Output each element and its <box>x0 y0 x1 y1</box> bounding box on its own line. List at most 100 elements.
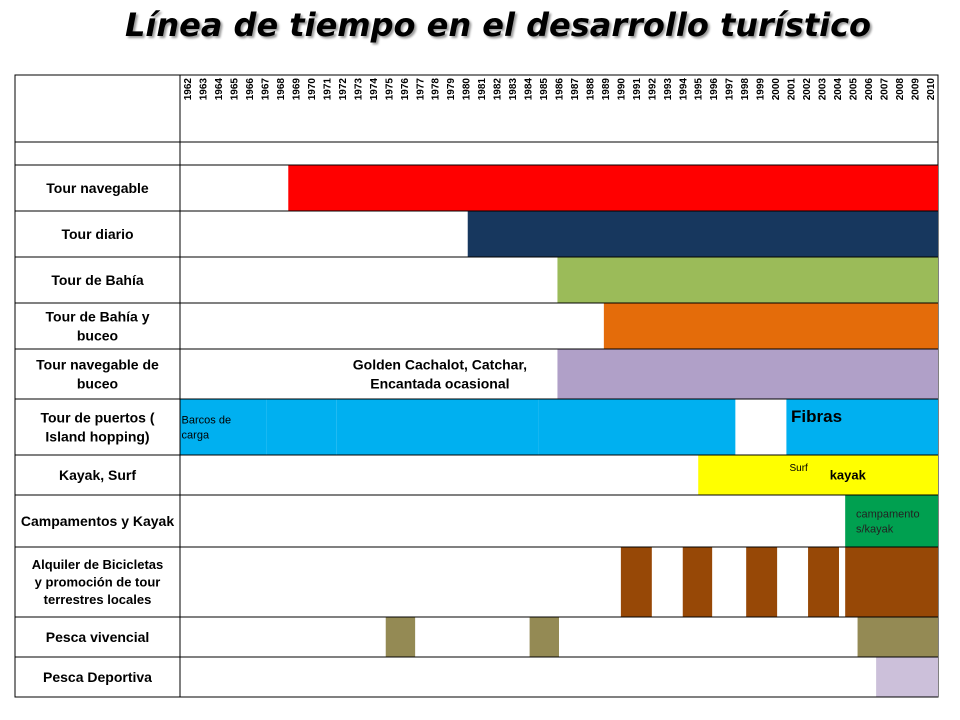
year-label-1996: 1996 <box>709 78 720 101</box>
row-note-6-1: kayak <box>830 468 867 483</box>
year-label-1976: 1976 <box>400 78 411 101</box>
bar-row5-10 <box>614 399 649 455</box>
year-label-1992: 1992 <box>647 78 658 101</box>
bar-row1-0 <box>467 211 938 257</box>
bar-row5-9 <box>583 399 618 455</box>
row-note-7-1: s/kayak <box>856 523 894 535</box>
year-label-1988: 1988 <box>585 78 596 101</box>
bar-row5-6 <box>459 399 493 455</box>
year-label-2006: 2006 <box>864 78 875 101</box>
bar-row4-0 <box>557 349 938 399</box>
row-label-4-line-0: Tour navegable de <box>36 356 159 372</box>
year-label-1963: 1963 <box>199 78 210 101</box>
bar-row5-8 <box>538 399 586 455</box>
row-label-10-line-0: Pesca Deportiva <box>43 669 152 685</box>
year-label-1974: 1974 <box>369 78 380 101</box>
row-label-4-line-1: buceo <box>77 375 118 391</box>
bar-row8-2 <box>746 547 778 617</box>
bar-row5-4 <box>382 399 416 455</box>
row-note-4-1: Encantada ocasional <box>370 375 509 391</box>
year-label-1977: 1977 <box>415 78 426 101</box>
bar-row7-0 <box>845 495 938 547</box>
row-label-5-line-0: Tour de puertos ( <box>40 409 154 425</box>
bar-row3-0 <box>603 303 938 349</box>
year-label-1999: 1999 <box>756 78 767 101</box>
row-label-5-line-1: Island hopping) <box>45 428 149 444</box>
year-label-2007: 2007 <box>879 78 890 101</box>
row-label-8-line-2: terrestres locales <box>44 592 152 607</box>
row-note-4-0: Golden Cachalot, Catchar, <box>353 356 527 372</box>
year-label-2009: 2009 <box>910 78 921 101</box>
row-note-5-1: carga <box>182 429 210 441</box>
bar-row5-7 <box>490 399 539 455</box>
bar-row5-12 <box>676 399 711 455</box>
year-label-1970: 1970 <box>307 78 318 101</box>
bar-row5-0 <box>180 399 267 455</box>
year-label-1987: 1987 <box>570 78 581 101</box>
year-label-2002: 2002 <box>802 78 813 101</box>
bar-row9-1 <box>529 617 559 657</box>
row-note-5-2: Fibras <box>791 407 842 426</box>
year-label-1979: 1979 <box>446 78 457 101</box>
bar-row6-0 <box>698 455 938 495</box>
year-label-1981: 1981 <box>477 78 488 101</box>
year-label-2003: 2003 <box>817 78 828 101</box>
row-note-5-0: Barcos de <box>182 414 232 426</box>
year-label-2010: 2010 <box>926 78 937 101</box>
year-label-1975: 1975 <box>384 78 395 101</box>
year-label-1982: 1982 <box>493 78 504 101</box>
year-label-2000: 2000 <box>771 78 782 101</box>
year-label-1967: 1967 <box>261 78 272 101</box>
page-title: Línea de tiempo en el desarrollo turísti… <box>124 6 872 44</box>
bar-row5-5 <box>413 399 462 455</box>
year-label-1973: 1973 <box>353 78 364 101</box>
bar-row9-2 <box>857 617 938 657</box>
year-label-1991: 1991 <box>632 78 643 101</box>
year-label-1985: 1985 <box>539 78 550 101</box>
bar-row5-13 <box>707 399 736 455</box>
year-label-1994: 1994 <box>678 78 689 101</box>
year-label-1980: 1980 <box>462 78 473 101</box>
year-label-1965: 1965 <box>230 78 241 101</box>
row-note-6-0: Surf <box>789 463 808 474</box>
row-label-3-line-1: buceo <box>77 327 118 343</box>
bar-row5-2 <box>305 399 337 455</box>
row-label-7-line-0: Campamentos y Kayak <box>21 513 175 529</box>
year-label-2008: 2008 <box>895 78 906 101</box>
year-label-2001: 2001 <box>787 78 798 101</box>
bar-row5-1 <box>266 399 307 455</box>
row-label-1-line-0: Tour diario <box>61 226 133 242</box>
bar-row8-0 <box>620 547 652 617</box>
row-label-9-line-0: Pesca vivencial <box>46 629 150 645</box>
bar-row8-1 <box>682 547 713 617</box>
row-label-0-line-0: Tour navegable <box>46 180 149 196</box>
bar-row5-11 <box>645 399 680 455</box>
year-label-1972: 1972 <box>338 78 349 101</box>
year-label-1998: 1998 <box>740 78 751 101</box>
year-label-1990: 1990 <box>616 78 627 101</box>
bar-row5-3 <box>336 399 385 455</box>
bar-row8-3 <box>808 547 839 617</box>
year-label-1989: 1989 <box>601 78 612 101</box>
year-label-1966: 1966 <box>245 78 256 101</box>
year-label-2004: 2004 <box>833 78 844 101</box>
year-label-1969: 1969 <box>292 78 303 101</box>
year-label-1993: 1993 <box>663 78 674 101</box>
year-label-1978: 1978 <box>431 78 442 101</box>
year-label-1968: 1968 <box>276 78 287 101</box>
year-label-1962: 1962 <box>183 78 194 101</box>
bar-row10-0 <box>876 657 938 697</box>
row-label-2-line-0: Tour de Bahía <box>51 272 144 288</box>
bar-row8-4 <box>845 547 938 617</box>
row-label-8-line-0: Alquiler de Bicicletas <box>32 557 164 572</box>
year-label-1997: 1997 <box>725 78 736 101</box>
row-note-7-0: campamento <box>856 508 920 520</box>
bar-row5-14 <box>786 399 938 455</box>
bar-row9-0 <box>385 617 416 657</box>
row-label-3-line-0: Tour de Bahía y <box>46 308 150 324</box>
year-label-1971: 1971 <box>322 78 333 101</box>
bar-row0-0 <box>288 165 938 211</box>
bar-row2-0 <box>557 257 938 303</box>
row-label-8-line-1: y promoción de tour <box>35 575 161 590</box>
